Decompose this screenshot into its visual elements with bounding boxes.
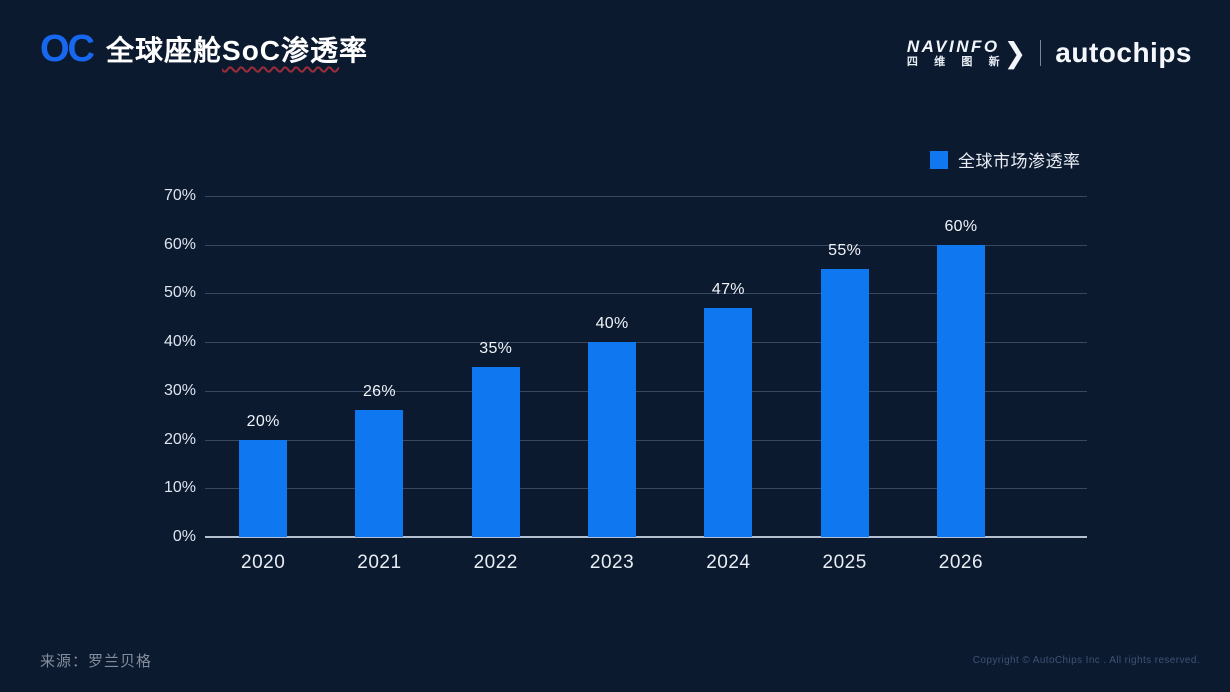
- gridline: [205, 196, 1087, 197]
- y-tick-label: 60%: [163, 235, 196, 253]
- bar-value-label: 55%: [828, 242, 862, 260]
- title-text-prefix: 全球座舱: [106, 35, 223, 66]
- autochips-logo: autochips: [1055, 37, 1192, 68]
- gridline: [205, 342, 1087, 344]
- chevron-right-icon: ❯: [1003, 36, 1027, 69]
- page-title: 全球座舱SoC渗透率: [106, 33, 368, 69]
- legend-label: 全球市场渗透率: [958, 152, 1081, 171]
- y-tick-label: 50%: [163, 284, 196, 302]
- gridline: [205, 244, 1087, 246]
- bar-value-label: 20%: [246, 412, 280, 430]
- navinfo-cn-char: 四: [906, 55, 918, 68]
- bar-value-label: 40%: [595, 315, 629, 333]
- x-tick-label: 2021: [357, 552, 402, 573]
- legend-swatch: [930, 150, 948, 169]
- title-text-suffix: 率: [339, 35, 369, 66]
- bar: [471, 366, 520, 537]
- chart-legend: 全球市场渗透率: [930, 147, 1081, 172]
- gridline: [205, 293, 1087, 295]
- y-tick-label: 0%: [172, 528, 196, 545]
- bar: [820, 269, 869, 537]
- navinfo-cn-char: 新: [988, 55, 1000, 68]
- y-tick-label: 10%: [163, 479, 196, 497]
- brand-logos: NAVINFO 四 维 图 新 ❯ autochips: [907, 34, 1192, 72]
- title-text-marked: SoC渗透: [222, 35, 340, 66]
- gridline: [205, 390, 1087, 392]
- bar-value-label: 47%: [711, 281, 745, 299]
- y-tick-label: 20%: [163, 430, 196, 448]
- navinfo-cn-text: 四 维 图 新: [907, 56, 1000, 69]
- source-note: 来源：罗兰贝格: [40, 653, 153, 670]
- bar-value-label: 35%: [479, 339, 513, 357]
- bar-value-label: 26%: [362, 383, 396, 401]
- x-tick-label: 2024: [706, 552, 751, 573]
- gridline: [205, 536, 1087, 538]
- bar-value-label: 60%: [944, 217, 978, 235]
- logo-divider: [1040, 40, 1042, 66]
- bar: [936, 244, 985, 537]
- copyright-note: Copyright © AutoChips Inc . All rights r…: [972, 655, 1200, 666]
- x-tick-label: 2020: [241, 552, 286, 573]
- navinfo-en-text: NAVINFO: [906, 36, 1000, 56]
- navinfo-cn-char: 图: [961, 55, 973, 68]
- bar: [355, 410, 404, 537]
- x-tick-label: 2023: [589, 552, 635, 573]
- bar: [704, 308, 753, 537]
- gridline: [205, 488, 1087, 490]
- x-tick-label: 2025: [822, 552, 867, 573]
- y-tick-label: 30%: [163, 381, 196, 399]
- oc-logo: OC: [40, 28, 95, 70]
- bar: [588, 342, 637, 537]
- y-tick-label: 40%: [163, 333, 196, 351]
- x-tick-label: 2022: [473, 552, 518, 573]
- navinfo-wordmark: NAVINFO 四 维 图 新: [907, 38, 1000, 69]
- navinfo-cn-char: 维: [934, 55, 946, 68]
- navinfo-logo: NAVINFO 四 维 图 新 ❯: [907, 38, 1026, 69]
- x-tick-label: 2026: [938, 552, 984, 573]
- bar: [239, 439, 288, 537]
- y-tick-label: 70%: [163, 187, 196, 204]
- gridline: [205, 439, 1087, 441]
